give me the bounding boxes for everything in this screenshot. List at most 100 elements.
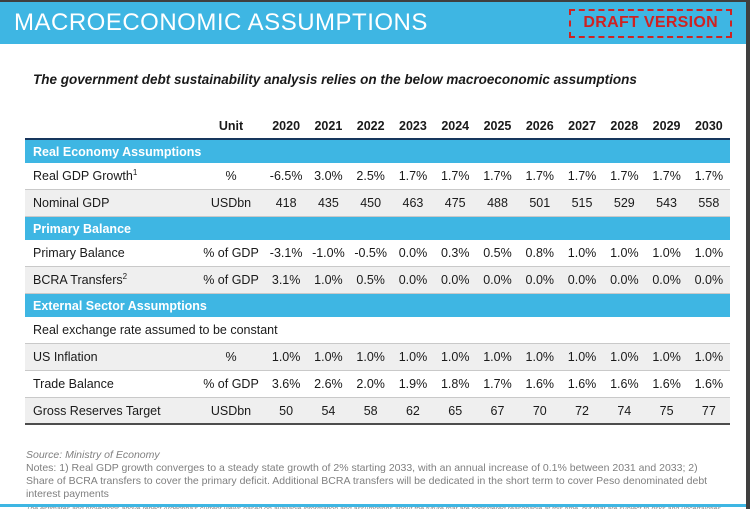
value-cell: 2.0% [356, 377, 385, 391]
value-cell: 1.7% [483, 169, 512, 183]
year-header: 2028 [610, 119, 639, 133]
value-cell: 1.0% [652, 246, 681, 260]
unit-cell: USDbn [210, 403, 252, 418]
table-row: Nominal GDP USDbn 418 435 450 463 475 488 501 515… [25, 190, 730, 217]
value-cell: 1.0% [525, 350, 555, 364]
value-cell: 1.0% [398, 350, 428, 364]
value-cell: 0.0% [610, 273, 639, 287]
year-header: 2026 [525, 119, 554, 133]
value-cell: 0.3% [440, 246, 470, 260]
value-cell: 1.7% [694, 169, 724, 183]
value-cell: -1.0% [312, 246, 345, 260]
value-cell: 435 [317, 196, 339, 210]
source-note: Source: Ministry of Economy [26, 449, 160, 461]
value-cell: 1.0% [694, 350, 724, 364]
value-cell: 515 [571, 196, 593, 210]
value-cell: 0.0% [398, 246, 428, 260]
row-label: BCRA Transfers2 [33, 272, 128, 288]
value-cell: 0.5% [483, 246, 512, 260]
unit-cell: % of GDP [203, 246, 259, 260]
value-cell: 3.6% [271, 377, 301, 391]
value-cell: 418 [275, 196, 297, 210]
bottom-accent-rule [0, 504, 746, 507]
header-bar: MACROECONOMIC ASSUMPTIONS DRAFT VERSION [0, 2, 746, 44]
value-cell: 463 [402, 196, 424, 210]
notes-text: Notes: 1) Real GDP growth converges to a… [26, 462, 708, 500]
value-cell: 75 [659, 403, 674, 418]
row-label: US Inflation [33, 350, 98, 364]
table-header-row: Unit 2020 2021 2022 2023 2024 2025 2026 2027 2028… [25, 114, 730, 140]
value-cell: 1.7% [610, 169, 639, 183]
value-cell: 1.0% [567, 350, 597, 364]
value-cell: 1.0% [567, 246, 597, 260]
disclaimer-text: The estimates and projections above refl… [26, 506, 724, 509]
value-cell: -6.5% [269, 169, 303, 183]
value-cell: 0.0% [483, 273, 512, 287]
value-cell: 1.7% [652, 169, 681, 183]
value-cell: 0.0% [440, 273, 470, 287]
value-cell: 1.6% [567, 377, 597, 391]
footnotes: Source: Ministry of Economy Notes: 1) Re… [26, 449, 724, 509]
slide-subtitle: The government debt sustainability analy… [33, 72, 637, 87]
value-cell: 0.8% [525, 246, 555, 260]
value-cell: -0.5% [354, 246, 387, 260]
value-cell: 1.8% [440, 377, 470, 391]
value-cell: 1.6% [694, 377, 724, 391]
value-cell: 501 [529, 196, 551, 210]
value-cell: 488 [487, 196, 508, 210]
value-cell: 1.0% [271, 350, 301, 364]
section-header: Real Economy Assumptions [25, 140, 730, 163]
unit-cell: % [225, 350, 237, 364]
unit-header: Unit [218, 119, 244, 133]
value-cell: 1.0% [314, 350, 343, 364]
table-row: Real exchange rate assumed to be constan… [25, 317, 730, 344]
unit-cell: % [225, 169, 237, 183]
year-header: 2027 [568, 119, 596, 133]
value-cell: 1.0% [652, 350, 681, 364]
value-cell: 1.7% [567, 169, 597, 183]
value-cell: 1.6% [525, 377, 555, 391]
value-cell: 450 [360, 196, 382, 210]
value-cell: 1.0% [314, 273, 343, 287]
row-label: Real GDP Growth1 [33, 168, 138, 184]
value-cell: 0.0% [525, 273, 555, 287]
year-header: 2029 [652, 119, 681, 133]
value-cell: 3.1% [271, 273, 301, 287]
value-cell: 54 [321, 403, 336, 418]
value-cell: 1.0% [356, 350, 385, 364]
value-cell: 2.6% [314, 377, 343, 391]
footnote-marker: 2 [122, 272, 128, 282]
value-cell: 0.0% [694, 273, 724, 287]
year-header: 2030 [694, 119, 723, 133]
table-row: Primary Balance % of GDP -3.1% -1.0% -0.5% 0.… [25, 240, 730, 267]
value-cell: 67 [490, 403, 505, 418]
value-cell: 1.9% [398, 377, 428, 391]
unit-cell: % of GDP [203, 273, 259, 287]
value-cell: 0.5% [356, 273, 385, 287]
value-cell: 1.7% [398, 169, 428, 183]
section-header: External Sector Assumptions [25, 294, 730, 317]
year-header: 2020 [272, 119, 301, 133]
value-cell: 1.0% [440, 350, 470, 364]
value-cell: 1.7% [483, 377, 512, 391]
year-header: 2022 [356, 119, 385, 133]
value-cell: -3.1% [269, 246, 303, 260]
value-cell: 0.0% [398, 273, 428, 287]
value-cell: 1.7% [440, 169, 470, 183]
value-cell: 529 [613, 196, 635, 210]
table-row: US Inflation% 1.0% 1.0% 1.0% 1.0% 1.0% 1.0% 1.0… [25, 344, 730, 371]
value-cell: 3.0% [314, 169, 343, 183]
value-cell: 72 [575, 403, 589, 418]
value-cell: 1.0% [610, 246, 639, 260]
row-label: Nominal GDP [33, 196, 110, 210]
table-row: Gross Reserves Target USDbn 50 54 58 62 65 67 70… [25, 398, 730, 425]
table-row: Real GDP Growth1% -6.5% 3.0% 2.5% 1.7% 1.7% 1.… [25, 163, 730, 190]
value-cell: 77 [701, 403, 716, 418]
value-cell: 1.0% [483, 350, 512, 364]
table-row: Trade Balance % of GDP 3.6% 2.6% 2.0% 1.9% 1.8… [25, 371, 730, 398]
value-cell: 70 [532, 403, 547, 418]
value-cell: 558 [698, 196, 720, 210]
value-cell: 62 [405, 403, 420, 418]
value-cell: 1.6% [652, 377, 681, 391]
table-row: BCRA Transfers2 % of GDP 3.1% 1.0% 0.5% 0.0% 0… [25, 267, 730, 294]
